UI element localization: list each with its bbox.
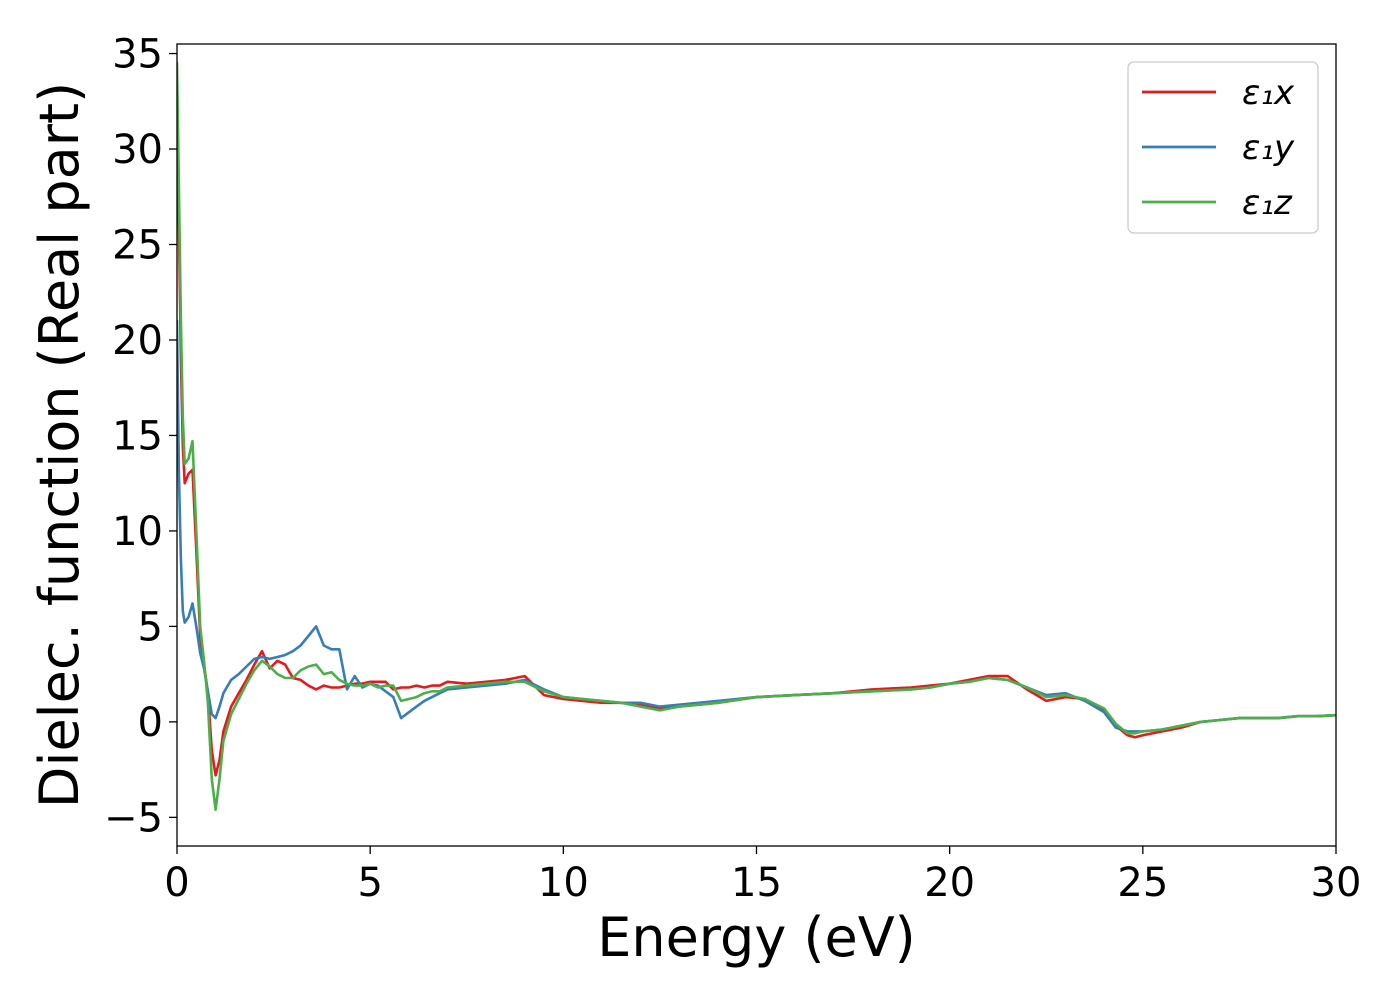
- x-tick-label: 5: [357, 860, 382, 906]
- series-line-3: [177, 61, 1336, 812]
- y-tick-label: 20: [112, 318, 163, 364]
- y-tick-label: 15: [112, 413, 163, 459]
- x-tick-label: 0: [164, 860, 189, 906]
- y-tick-label: −5: [104, 795, 163, 841]
- x-tick-label: 30: [1311, 860, 1362, 906]
- legend-label-1: ε₁x: [1242, 73, 1295, 113]
- series-line-2: [177, 319, 1336, 733]
- series-line-1: [177, 90, 1336, 777]
- x-tick-label: 15: [731, 860, 782, 906]
- x-tick-label: 25: [1117, 860, 1168, 906]
- y-tick-label: 35: [112, 32, 163, 78]
- y-axis-title: Dielec. function (Real part): [28, 82, 91, 808]
- x-axis-title: Energy (eV): [597, 906, 916, 969]
- y-tick-label: 5: [138, 604, 163, 650]
- y-tick-label: 25: [112, 223, 163, 269]
- y-tick-label: 0: [138, 700, 163, 746]
- x-tick-label: 10: [538, 860, 589, 906]
- series-layer: [177, 61, 1336, 812]
- legend-label-2: ε₁y: [1242, 128, 1295, 168]
- legend: ε₁x ε₁y ε₁z: [1127, 61, 1319, 234]
- legend-box: [1127, 61, 1319, 234]
- y-tick-label: 30: [112, 127, 163, 173]
- y-tick-label: 10: [112, 509, 163, 555]
- x-tick-label: 20: [924, 860, 975, 906]
- legend-label-3: ε₁z: [1242, 183, 1293, 223]
